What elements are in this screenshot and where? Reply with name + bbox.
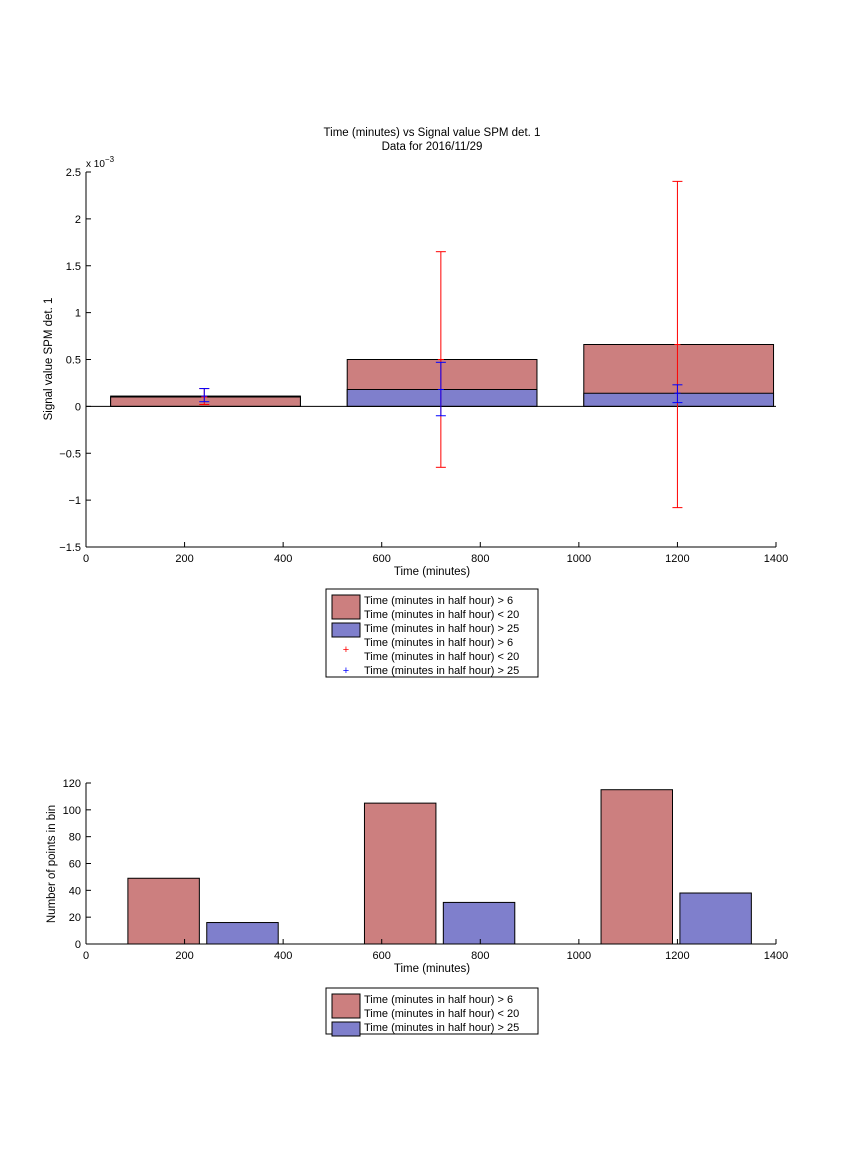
legend-swatch xyxy=(331,622,361,638)
legend-marker: + xyxy=(343,644,349,656)
legend-swatch xyxy=(331,594,361,620)
legend-entry-marker-blue: + Time (minutes in half hour) > 25 xyxy=(343,665,519,677)
legend-label: Time (minutes in half hour) < 20 xyxy=(364,1008,519,1020)
top-x-axis-label: Time (minutes) xyxy=(394,566,470,578)
top-y-tick-label: 0 xyxy=(75,401,81,413)
error-bar-blue-1 xyxy=(199,388,210,403)
y-exponent-base: x 10 xyxy=(86,159,105,170)
error-bar-red-4 xyxy=(672,180,683,509)
top-y-tick-label: 1 xyxy=(75,308,81,320)
top-x-tick-label: 1400 xyxy=(764,553,788,565)
legend-label: Time (minutes in half hour) > 6 xyxy=(364,637,513,649)
bottom-y-tick-label: 120 xyxy=(63,778,81,790)
top-legend: Time (minutes in half hour) > 6 Time (min… xyxy=(325,588,539,678)
top-x-tick-label: 200 xyxy=(175,553,193,565)
y-exponent-label: x 10−3 xyxy=(86,155,115,170)
bottom-x-tick-label: 200 xyxy=(175,950,193,962)
count-bar-red-2 xyxy=(363,802,437,945)
bottom-x-tick-label: 1000 xyxy=(567,950,591,962)
y-exponent-power: −3 xyxy=(105,155,115,164)
error-bar-blue-3 xyxy=(435,361,446,417)
bottom-legend: Time (minutes in half hour) > 6 Time (min… xyxy=(325,987,539,1037)
top-y-axis-label: Signal value SPM det. 1 xyxy=(43,298,55,421)
bottom-y-axis-label: Number of points in bin xyxy=(46,805,58,923)
legend-label: Time (minutes in half hour) < 20 xyxy=(364,609,519,621)
bottom-x-tick-label: 1400 xyxy=(764,950,788,962)
count-bar-blue-3 xyxy=(442,901,516,945)
bar-blue-2 xyxy=(583,392,775,407)
legend-label: Time (minutes in half hour) > 6 xyxy=(364,595,513,607)
legend-entry-patch-blue: Time (minutes in half hour) > 25 xyxy=(331,1021,519,1037)
bottom-y-tick-label: 40 xyxy=(69,885,81,897)
legend-label: Time (minutes in half hour) > 6 xyxy=(364,994,513,1006)
legend-label: Time (minutes in half hour) > 25 xyxy=(364,623,519,635)
legend-entry-marker-red: + Time (minutes in half hour) > 6 Time (mi… xyxy=(343,637,519,663)
top-plot-area: 0 200 400 600 800 1000 1200 1400 −1.5 −1 −0.5 0 0.5 1… xyxy=(59,167,788,565)
top-y-tick-label: 1.5 xyxy=(66,261,81,273)
bottom-y-tick-label: 100 xyxy=(63,805,81,817)
top-y-tick-label: 2.5 xyxy=(66,167,81,179)
top-x-tick-label: 800 xyxy=(471,553,489,565)
bottom-y-tick-label: 80 xyxy=(69,832,81,844)
chart-subtitle: Data for 2016/11/29 xyxy=(382,141,483,153)
legend-label: Time (minutes in half hour) < 20 xyxy=(364,651,519,663)
top-y-tick-label: −0.5 xyxy=(59,448,81,460)
legend-box xyxy=(325,588,539,678)
bar-blue-1 xyxy=(346,389,538,407)
count-bar-blue-5 xyxy=(679,892,752,945)
top-x-tick-label: 1200 xyxy=(665,553,689,565)
bottom-y-tick-label: 20 xyxy=(69,912,81,924)
bottom-x-tick-label: 0 xyxy=(83,950,89,962)
count-bar-red-4 xyxy=(600,789,673,945)
count-bar-red-0 xyxy=(127,877,200,945)
bottom-y-tick-label: 0 xyxy=(75,939,81,951)
bottom-x-tick-label: 800 xyxy=(471,950,489,962)
error-bar-blue-5 xyxy=(672,384,683,404)
bottom-x-axis-label: Time (minutes) xyxy=(394,963,470,975)
legend-entry-patch-blue: Time (minutes in half hour) > 25 xyxy=(331,622,519,638)
legend-entry-patch-red: Time (minutes in half hour) > 6 Time (min… xyxy=(331,993,519,1020)
bottom-x-tick-label: 400 xyxy=(274,950,292,962)
legend-swatch xyxy=(331,1021,361,1037)
legend-marker: + xyxy=(343,665,349,677)
bottom-x-tick-label: 600 xyxy=(373,950,391,962)
top-y-tick-label: 0.5 xyxy=(66,355,81,367)
bottom-plot-area: 0 200 400 600 800 1000 1200 1400 0 20 40 60 80 100 120 xyxy=(63,778,789,962)
bottom-x-tick-label: 1200 xyxy=(665,950,689,962)
top-y-tick-label: −1.5 xyxy=(59,542,81,554)
legend-label: Time (minutes in half hour) > 25 xyxy=(364,665,519,677)
top-y-tick-label: −1 xyxy=(68,495,81,507)
legend-label: Time (minutes in half hour) > 25 xyxy=(364,1022,519,1034)
top-x-tick-label: 400 xyxy=(274,553,292,565)
top-y-tick-label: 2 xyxy=(75,214,81,226)
top-x-tick-label: 0 xyxy=(83,553,89,565)
legend-entry-patch-red: Time (minutes in half hour) > 6 Time (min… xyxy=(331,594,519,621)
chart-title: Time (minutes) vs Signal value SPM det. … xyxy=(324,127,541,139)
top-x-tick-label: 600 xyxy=(373,553,391,565)
count-bar-blue-1 xyxy=(206,922,279,945)
legend-box xyxy=(325,987,539,1035)
top-x-tick-label: 1000 xyxy=(567,553,591,565)
bottom-y-tick-label: 60 xyxy=(69,859,81,871)
legend-swatch xyxy=(331,993,361,1019)
error-bar-red-2 xyxy=(435,251,446,468)
